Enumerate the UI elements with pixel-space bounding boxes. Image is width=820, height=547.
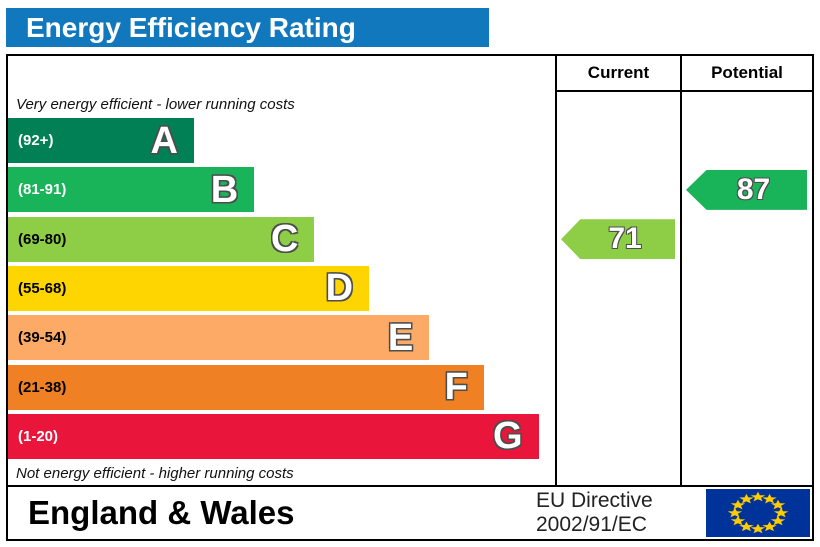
band-b-range: (81-91) [18,181,67,199]
band-e-range: (39-54) [18,329,67,347]
epc-chart-table: Very energy efficient - lower running co… [6,54,814,487]
footer-bar: England & Wales EU Directive 2002/91/EC [6,487,814,541]
eu-directive-text: EU Directive 2002/91/EC [536,489,653,537]
band-f-range: (21-38) [18,378,67,396]
bottom-note: Not energy efficient - higher running co… [16,464,294,482]
eu-directive-line2: 2002/91/EC [536,513,647,536]
current-rating-arrow: 71 [561,219,675,260]
band-a-letter: A [150,119,178,162]
band-bar-e: (39-54) E [8,315,430,361]
top-note: Very energy efficient - lower running co… [16,95,295,113]
potential-column: Potential 87 [682,56,812,485]
current-rating-value: 71 [608,222,642,256]
band-bar-f: (21-38) F [8,364,484,410]
band-row-e: (39-54) E [8,313,555,362]
band-row-c: (69-80) C [8,215,555,264]
potential-column-body: 87 [682,92,812,485]
band-bar-g: (1-20) G [8,413,539,459]
potential-rating-arrow: 87 [686,169,807,210]
band-bar-b: (81-91) B [8,167,255,213]
title-bar: Energy Efficiency Rating [6,8,489,47]
eu-flag-icon [706,489,810,537]
potential-rating-value: 87 [736,172,771,206]
band-c-range: (69-80) [18,230,67,248]
current-column: Current 71 [557,56,682,485]
band-row-f: (21-38) F [8,362,555,411]
current-column-body: 71 [557,92,680,485]
page-title: Energy Efficiency Rating [26,12,356,43]
eu-directive-line1: EU Directive [536,488,653,512]
bands-header-spacer [8,56,555,92]
band-a-range: (92+) [18,132,54,150]
bands-column: Very energy efficient - lower running co… [8,56,557,485]
band-row-d: (55-68) D [8,264,555,313]
band-g-letter: G [493,415,523,458]
band-d-letter: D [325,267,354,310]
band-bar-a: (92+) A [8,118,194,164]
band-row-g: (1-20) G [8,412,555,461]
band-row-a: (92+) A [8,116,555,165]
band-d-range: (55-68) [18,279,67,297]
band-g-range: (1-20) [18,427,59,445]
region-label: England & Wales [28,494,295,531]
band-rows: (92+) A (81-91) B (69-80) C [8,116,555,461]
band-b-letter: B [210,168,239,211]
band-row-b: (81-91) B [8,165,555,214]
band-bar-c: (69-80) C [8,216,315,262]
band-area: Very energy efficient - lower running co… [8,92,555,485]
band-bar-d: (55-68) D [8,265,370,311]
potential-column-header: Potential [682,56,812,92]
current-column-header: Current [557,56,680,92]
band-e-letter: E [387,316,414,359]
band-f-letter: F [444,366,468,409]
band-c-letter: C [270,218,299,261]
